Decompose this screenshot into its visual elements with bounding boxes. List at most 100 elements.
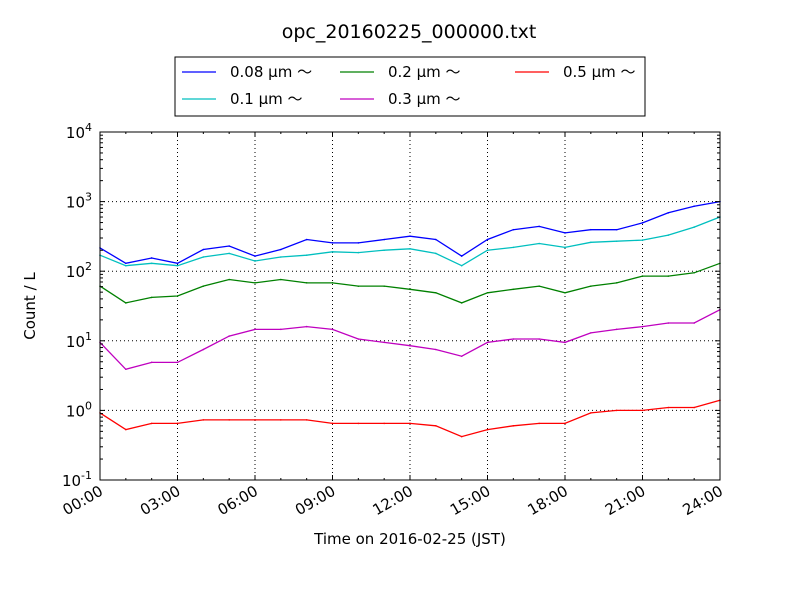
- data-point: [409, 344, 411, 347]
- data-point: [641, 239, 644, 241]
- data-point: [305, 325, 308, 328]
- data-point: [564, 422, 566, 425]
- data-point: [486, 238, 489, 241]
- data-point: [615, 282, 618, 284]
- data-point: [331, 250, 334, 253]
- data-point: [305, 254, 308, 256]
- data-point: [590, 228, 592, 231]
- data-point: [254, 419, 256, 421]
- data-point: [383, 285, 385, 287]
- data-point: [641, 275, 644, 277]
- x-tick-label: 24:00: [680, 482, 726, 519]
- data-point: [512, 425, 515, 427]
- data-point: [202, 256, 205, 258]
- series-line-4: [99, 399, 721, 438]
- data-point: [176, 264, 179, 267]
- data-point: [564, 291, 566, 294]
- legend: 0.08 μm ～ 0.1 μm ～ 0.2 μm ～ 0.3 μm ～ 0.5 μm …: [174, 56, 646, 117]
- data-point: [150, 422, 153, 425]
- data-point: [486, 341, 489, 344]
- data-point: [254, 260, 256, 262]
- data-point: [538, 422, 540, 425]
- data-point: [590, 241, 592, 244]
- y-tick-label: 102: [66, 260, 92, 281]
- data-point: [357, 242, 360, 244]
- data-point: [331, 422, 334, 425]
- data-point: [641, 409, 644, 412]
- x-tick-label: 15:00: [447, 482, 493, 519]
- data-point: [693, 406, 695, 409]
- data-point: [641, 325, 644, 328]
- data-point: [435, 291, 437, 294]
- data-point: [615, 409, 618, 412]
- data-point: [667, 212, 670, 214]
- data-point: [305, 238, 308, 241]
- y-tick-label: 10-1: [62, 469, 92, 490]
- y-tick-label: 104: [66, 121, 92, 142]
- data-point: [693, 226, 695, 228]
- y-axis-label: Count / L: [21, 272, 39, 340]
- data-point: [228, 278, 230, 281]
- data-point: [331, 282, 334, 284]
- data-point: [331, 242, 334, 244]
- legend-label: 0.1 μm ～: [230, 90, 303, 108]
- data-point: [280, 256, 282, 258]
- data-point: [512, 288, 515, 291]
- data-point: [280, 328, 282, 331]
- data-point: [460, 264, 463, 267]
- data-point: [590, 412, 592, 414]
- data-point: [357, 285, 360, 287]
- data-point: [176, 262, 179, 265]
- data-point: [202, 285, 205, 287]
- data-point: [564, 341, 566, 344]
- data-point: [615, 240, 618, 242]
- y-tick-label: 103: [66, 191, 92, 212]
- data-point: [125, 368, 127, 371]
- legend-label: 0.5 μm ～: [563, 63, 636, 81]
- data-point: [693, 271, 695, 274]
- data-point: [254, 282, 256, 284]
- data-point: [460, 302, 463, 304]
- data-point: [202, 348, 205, 351]
- data-point: [125, 302, 127, 304]
- data-point: [383, 422, 385, 425]
- grid: [100, 132, 720, 480]
- data-point: [564, 246, 566, 249]
- data-point: [280, 248, 282, 251]
- data-point: [409, 422, 411, 425]
- legend-frame: [174, 56, 646, 117]
- data-point: [667, 234, 670, 236]
- data-point: [150, 296, 153, 299]
- data-point: [150, 361, 153, 364]
- series-lines: [99, 200, 721, 438]
- data-point: [305, 282, 308, 284]
- data-point: [564, 232, 566, 234]
- data-point: [693, 322, 695, 324]
- data-point: [176, 361, 179, 364]
- data-point: [460, 435, 463, 438]
- data-point: [538, 242, 540, 245]
- x-tick-label: 21:00: [602, 482, 648, 519]
- data-point: [615, 328, 618, 331]
- data-point: [228, 252, 230, 255]
- data-point: [590, 285, 592, 287]
- axis-ticks: 00:00 03:00 06:00 09:00 12:00 15:00 18:00 21:00…: [60, 121, 726, 519]
- data-point: [150, 257, 153, 259]
- data-point: [486, 428, 489, 431]
- data-point: [125, 428, 127, 431]
- data-point: [357, 422, 360, 425]
- data-point: [409, 235, 411, 238]
- legend-label: 0.3 μm ～: [388, 90, 461, 108]
- data-point: [254, 255, 256, 257]
- data-point: [615, 228, 618, 231]
- data-point: [460, 355, 463, 358]
- data-point: [228, 419, 230, 421]
- data-point: [383, 249, 385, 252]
- data-point: [357, 338, 360, 340]
- data-point: [590, 332, 592, 334]
- data-point: [460, 255, 463, 257]
- data-point: [125, 262, 127, 265]
- data-point: [435, 238, 437, 241]
- data-point: [228, 245, 230, 247]
